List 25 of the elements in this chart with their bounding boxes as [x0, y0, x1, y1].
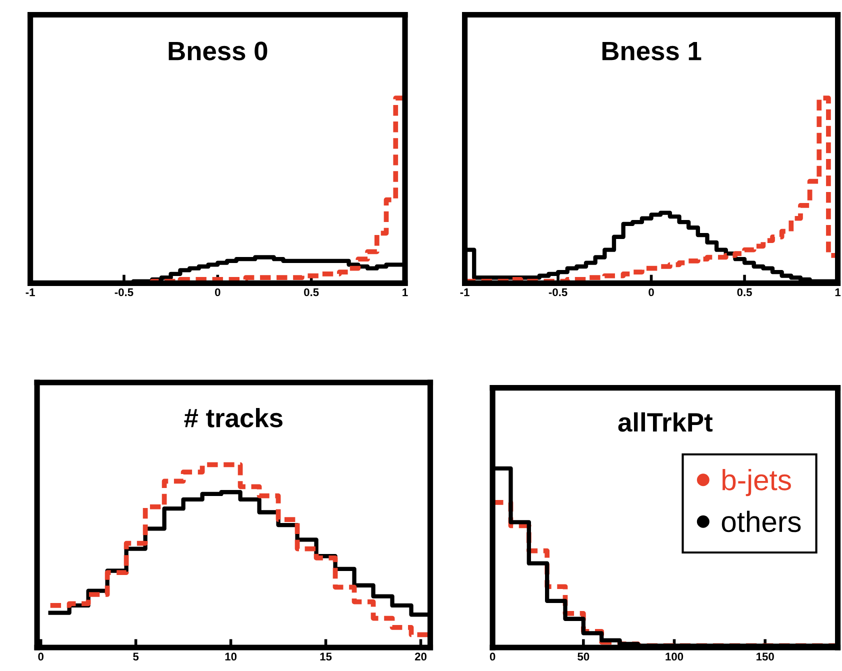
x-tick-label: -1 — [26, 288, 35, 296]
x-tick-label: 1 — [402, 288, 408, 296]
chart-title: Bness 1 — [602, 42, 702, 60]
x-tick-label: 0 — [38, 652, 44, 661]
x-tick-label: -0.5 — [548, 288, 568, 296]
legend-label: others — [722, 510, 801, 532]
x-tick-label: 150 — [756, 652, 774, 661]
x-tick-label: 0 — [215, 288, 220, 296]
chart-title: Bness 0 — [168, 42, 268, 60]
x-tick-label: 5 — [133, 652, 139, 661]
x-tick-label: 15 — [320, 652, 332, 661]
chart-title: # tracks — [184, 408, 282, 428]
chart-title: allTrkPt — [618, 412, 713, 432]
x-tick-label: 0.5 — [737, 288, 752, 296]
x-tick-label: 20 — [414, 652, 426, 661]
x-tick-label: -0.5 — [114, 288, 134, 296]
x-tick-label: 0 — [648, 288, 654, 296]
x-tick-label: 0.5 — [304, 288, 319, 296]
x-tick-label: 50 — [578, 652, 590, 661]
x-tick-label: 10 — [225, 652, 237, 661]
x-tick-label: -1 — [460, 288, 470, 296]
x-tick-label: 100 — [666, 652, 684, 661]
legend-label: b-jets — [722, 468, 791, 496]
x-tick-label: 1 — [835, 288, 841, 296]
x-tick-label: 0 — [490, 652, 496, 661]
